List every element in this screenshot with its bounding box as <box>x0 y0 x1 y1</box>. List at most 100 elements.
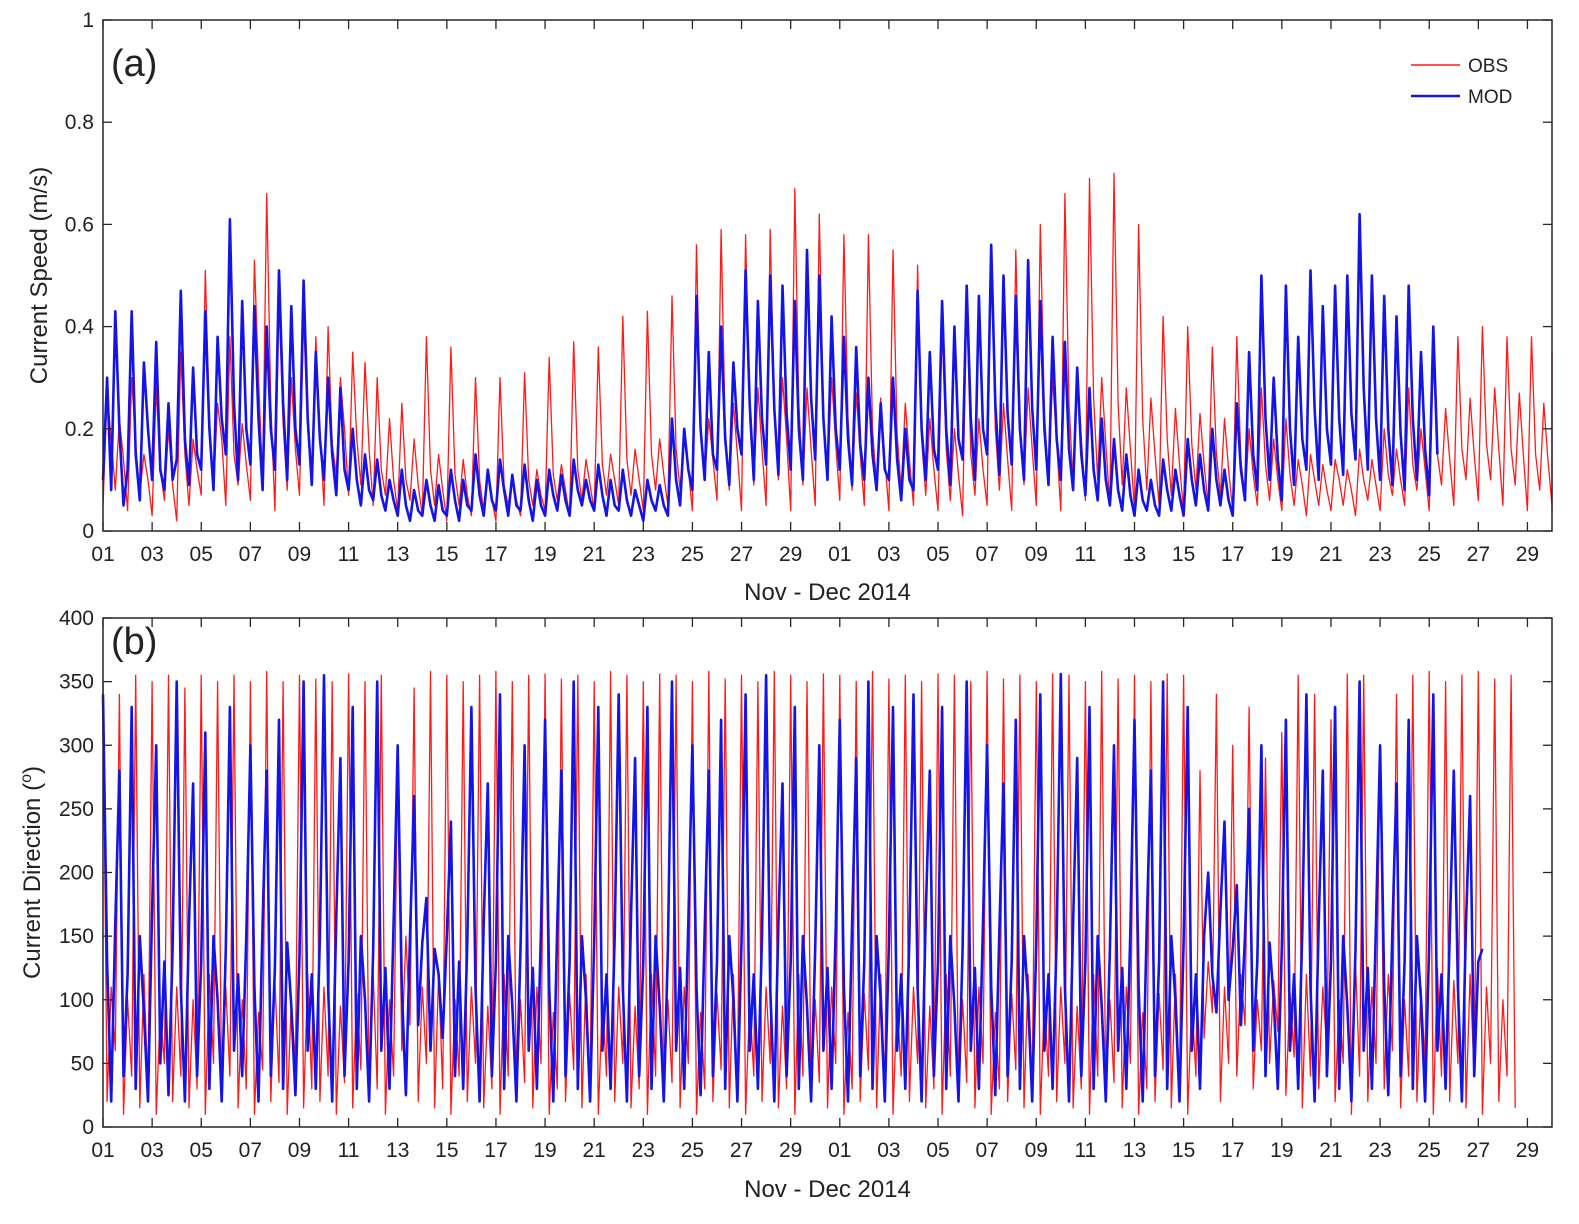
x-tick-label: 09 <box>288 1139 311 1162</box>
panel-a-current-speed: 0 0.2 0.4 0.6 0.8 1 01 03 05 07 09 11 13 15 17 19 21 23 2… <box>26 9 1553 606</box>
x-tick-label: 13 <box>386 1139 409 1162</box>
y-tick-label: 1 <box>82 9 94 32</box>
x-tick-label: 29 <box>779 1139 802 1162</box>
x-tick-label: 25 <box>1418 1139 1441 1162</box>
panel-b-y-axis-label-text: Current Direction ( <box>19 783 46 979</box>
y-tick-label: 200 <box>59 862 94 885</box>
y-tick-label: 0.4 <box>65 316 95 339</box>
x-tick-label: 01 <box>828 1139 851 1162</box>
x-tick-label: 01 <box>91 543 114 566</box>
x-tick-label: 01 <box>91 1139 114 1162</box>
y-tick-label: 0.2 <box>65 418 94 441</box>
x-tick-label: 03 <box>877 1139 900 1162</box>
series-line-mod <box>101 672 1484 1103</box>
x-tick-label: 17 <box>484 543 507 566</box>
panel-b-y-axis-label-close: ) <box>19 766 46 774</box>
panel-b-y-axis-label-degree: o <box>18 774 35 783</box>
x-tick-label: 21 <box>1319 1139 1342 1162</box>
y-tick-label: 50 <box>71 1052 94 1075</box>
x-tick-label: 07 <box>975 543 998 566</box>
x-tick-label: 21 <box>583 1139 606 1162</box>
x-tick-label: 29 <box>1516 543 1539 566</box>
x-tick-label: 05 <box>190 1139 213 1162</box>
x-tick-label: 25 <box>1418 543 1441 566</box>
x-tick-label: 17 <box>484 1139 507 1162</box>
series-line-mod <box>101 212 1439 523</box>
x-tick-label: 05 <box>190 543 213 566</box>
y-tick-label: 0 <box>82 1116 94 1139</box>
x-tick-label: 03 <box>877 543 900 566</box>
x-tick-label: 01 <box>828 543 851 566</box>
x-tick-label: 09 <box>288 543 311 566</box>
legend-obs-label: OBS <box>1468 56 1508 77</box>
x-tick-label: 09 <box>1025 543 1048 566</box>
panel-a-y-axis-label: Current Speed (m/s) <box>26 167 53 384</box>
panel-b-y-ticks: 0 50 100 150 200 250 300 350 400 <box>59 607 1552 1139</box>
x-tick-label: 13 <box>386 543 409 566</box>
y-tick-label: 0 <box>82 520 94 543</box>
panel-a-y-ticks: 0 0.2 0.4 0.6 0.8 1 <box>65 9 1552 543</box>
series-line-obs <box>102 670 1516 1115</box>
x-tick-label: 03 <box>140 543 163 566</box>
legend-mod-label: MOD <box>1468 87 1512 108</box>
panel-b-y-axis-label: Current Direction (o) <box>18 766 46 979</box>
x-tick-label: 23 <box>1368 1139 1391 1162</box>
x-tick-label: 07 <box>975 1139 998 1162</box>
x-tick-label: 15 <box>1172 1139 1195 1162</box>
x-tick-label: 11 <box>1074 1139 1096 1162</box>
x-tick-label: 27 <box>730 543 753 566</box>
x-tick-label: 05 <box>926 543 949 566</box>
panel-a-label: (a) <box>111 43 157 85</box>
panel-a-x-ticks: 01 03 05 07 09 11 13 15 17 19 21 23 25 27 29 01 03 05 07 09… <box>91 20 1539 566</box>
x-tick-label: 21 <box>1319 543 1342 566</box>
panel-b-series-lines <box>101 670 1516 1115</box>
y-tick-label: 250 <box>59 798 94 821</box>
panel-a-series-lines <box>101 172 1553 523</box>
panel-b-label: (b) <box>111 621 157 663</box>
x-tick-label: 19 <box>1270 1139 1293 1162</box>
y-tick-label: 100 <box>59 989 94 1012</box>
x-tick-label: 19 <box>1270 543 1293 566</box>
x-tick-label: 29 <box>779 543 802 566</box>
panel-b-x-ticks: 01 03 05 07 09 11 13 15 17 19 21 23 25 27 29 01 03 05 07 09… <box>91 618 1539 1162</box>
y-tick-label: 150 <box>59 925 94 948</box>
x-tick-label: 25 <box>681 1139 704 1162</box>
y-tick-label: 0.8 <box>65 111 94 134</box>
x-tick-label: 15 <box>1172 543 1195 566</box>
y-tick-label: 0.6 <box>65 213 94 236</box>
x-tick-label: 19 <box>533 543 556 566</box>
x-tick-label: 23 <box>632 543 655 566</box>
x-tick-label: 29 <box>1516 1139 1539 1162</box>
x-tick-label: 17 <box>1221 543 1244 566</box>
x-tick-label: 09 <box>1025 1139 1048 1162</box>
x-tick-label: 13 <box>1123 1139 1146 1162</box>
x-tick-label: 27 <box>1467 543 1490 566</box>
x-tick-label: 05 <box>926 1139 949 1162</box>
x-tick-label: 19 <box>533 1139 556 1162</box>
x-tick-label: 13 <box>1123 543 1146 566</box>
x-tick-label: 25 <box>681 543 704 566</box>
y-tick-label: 400 <box>59 607 94 630</box>
x-tick-label: 03 <box>140 1139 163 1162</box>
x-tick-label: 23 <box>1368 543 1391 566</box>
x-tick-label: 15 <box>435 1139 458 1162</box>
x-tick-label: 21 <box>583 543 606 566</box>
panel-a-axes-box <box>102 19 1553 532</box>
x-tick-label: 17 <box>1221 1139 1244 1162</box>
x-tick-label: 11 <box>338 1139 360 1162</box>
panel-b-x-axis-label: Nov - Dec 2014 <box>744 1176 911 1203</box>
x-tick-label: 11 <box>338 543 360 566</box>
panel-a-x-axis-label: Nov - Dec 2014 <box>744 579 911 606</box>
x-tick-label: 07 <box>239 1139 262 1162</box>
x-tick-label: 07 <box>239 543 262 566</box>
legend: OBS MOD <box>1411 56 1512 108</box>
x-tick-label: 15 <box>435 543 458 566</box>
y-tick-label: 350 <box>59 671 94 694</box>
x-tick-label: 27 <box>1467 1139 1490 1162</box>
x-tick-label: 27 <box>730 1139 753 1162</box>
x-tick-label: 11 <box>1074 543 1096 566</box>
x-tick-label: 23 <box>632 1139 655 1162</box>
y-tick-label: 300 <box>59 734 94 757</box>
